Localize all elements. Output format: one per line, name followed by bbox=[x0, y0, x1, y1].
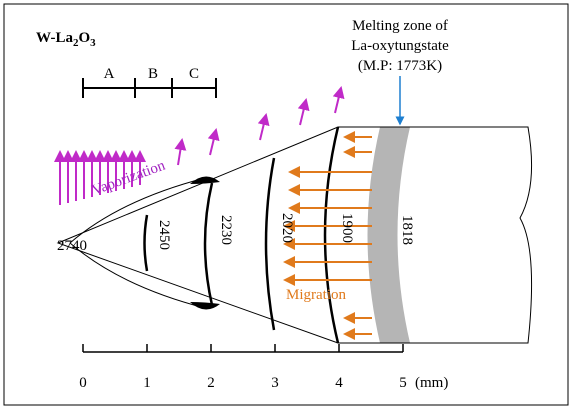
melting-line: La-oxytungstate bbox=[351, 38, 449, 54]
melting-zone bbox=[367, 127, 410, 343]
melting-label: Melting zone of La-oxytungstate (M.P: 17… bbox=[351, 18, 449, 74]
scale-label: 4 bbox=[335, 375, 343, 391]
migration-label: Migration bbox=[286, 287, 346, 303]
scale-label: 3 bbox=[271, 375, 279, 391]
zone-label: A bbox=[104, 66, 115, 82]
melting-line: Melting zone of bbox=[352, 18, 448, 34]
zone-label: C bbox=[189, 66, 199, 82]
arrow bbox=[297, 98, 310, 126]
scale-label: 5 bbox=[399, 375, 407, 391]
vaporization-label: Vaporization bbox=[90, 157, 168, 198]
zone-bar bbox=[82, 78, 217, 98]
temperature: 2450 bbox=[156, 220, 172, 250]
scale-unit: (mm) bbox=[415, 375, 448, 391]
migration-arrows bbox=[283, 131, 372, 340]
melting-line: (M.P: 1773K) bbox=[358, 58, 442, 74]
electrode bbox=[56, 126, 533, 344]
scale-label: 0 bbox=[79, 375, 87, 391]
arrow bbox=[257, 113, 270, 141]
isotherms bbox=[143, 126, 340, 344]
temperature: 2230 bbox=[218, 215, 234, 245]
arrow bbox=[207, 128, 220, 156]
arrow bbox=[332, 86, 345, 114]
scale-label: 1 bbox=[143, 375, 151, 391]
title: W-La2O3 bbox=[36, 30, 96, 49]
vaporization-arrows bbox=[54, 86, 345, 205]
frame bbox=[3, 3, 569, 406]
temperature: 1900 bbox=[339, 213, 355, 243]
temperature: 2020 bbox=[279, 213, 295, 243]
temperature: 2740 bbox=[57, 238, 87, 254]
arrow bbox=[174, 138, 187, 166]
scale-label: 2 bbox=[207, 375, 215, 391]
temperature: 1818 bbox=[399, 215, 415, 245]
scale: 0 1 2 3 4 5 (mm) bbox=[79, 344, 448, 391]
zone-label: B bbox=[148, 66, 158, 82]
